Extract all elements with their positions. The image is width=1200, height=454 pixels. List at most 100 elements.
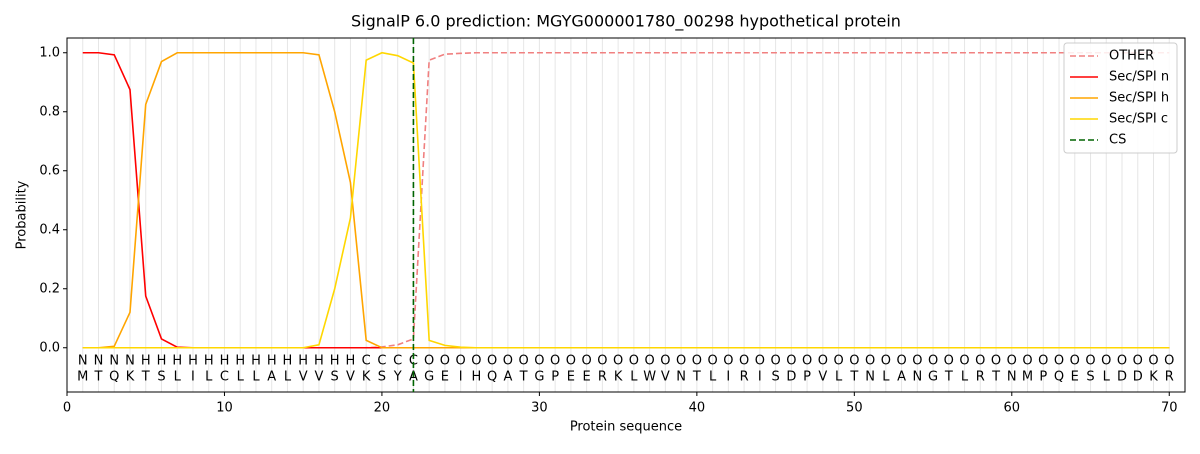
legend-label: CS [1109,133,1126,148]
legend-label: Sec/SPI h [1109,91,1169,106]
residue-label: V [314,370,323,385]
residue-label: Q [109,370,119,385]
residue-label: N [676,370,686,385]
residue-label: T [141,370,150,385]
region-label: O [534,354,544,369]
region-label: O [707,354,717,369]
residue-label: N [912,370,922,385]
y-tick-label: 0.8 [39,104,60,119]
region-label: O [550,354,560,369]
region-label: H [141,354,151,369]
region-label: O [1133,354,1143,369]
x-tick-label: 40 [689,401,706,416]
residue-label: Q [487,370,497,385]
residue-label: T [991,370,1000,385]
plot-frame [66,37,1186,393]
region-label: O [660,354,670,369]
residue-label: P [1039,370,1047,385]
residue-label: D [786,370,796,385]
region-label: H [204,354,214,369]
region-label: C [362,354,371,369]
legend-label: Sec/SPI c [1109,112,1168,127]
region-label: O [519,354,529,369]
series-line [82,51,1170,349]
residue-label: L [1103,370,1111,385]
region-label: H [235,354,245,369]
residue-label: I [191,370,195,385]
residue-label: R [740,370,749,385]
residue-label: S [331,370,339,385]
region-label: O [1038,354,1048,369]
residue-label: L [835,370,843,385]
residue-label: V [818,370,827,385]
x-tick-label: 30 [531,401,548,416]
residue-label: L [709,370,717,385]
residue-label: L [237,370,245,385]
residue-label: G [928,370,938,385]
residue-label: K [614,370,623,385]
region-label: O [645,354,655,369]
region-label: O [424,354,434,369]
y-tick-label: 0.0 [39,340,60,355]
region-label: O [471,354,481,369]
region-label: O [865,354,875,369]
residue-label: G [534,370,544,385]
region-label: O [597,354,607,369]
region-label: O [629,354,639,369]
residue-label: K [362,370,371,385]
region-label: H [283,354,293,369]
series-line [82,51,1170,349]
region-label: H [157,354,167,369]
region-label: O [818,354,828,369]
residue-label: R [598,370,607,385]
residue-label: E [583,370,591,385]
region-label: H [346,354,356,369]
region-label: O [1054,354,1064,369]
region-label: H [188,354,198,369]
residue-label: D [1117,370,1127,385]
residue-label: K [1149,370,1158,385]
residue-label: T [944,370,953,385]
residue-label: E [567,370,575,385]
region-label: O [786,354,796,369]
series-line [82,51,1170,349]
region-label: H [172,354,182,369]
region-label: H [220,354,230,369]
residue-label: Y [393,370,402,385]
residue-label: A [267,370,276,385]
region-label: H [314,354,324,369]
residue-label: R [976,370,985,385]
residue-label: W [643,370,656,385]
region-label: C [393,354,402,369]
region-label: N [94,354,104,369]
y-axis-label: Probability [15,180,30,249]
legend-label: OTHER [1109,49,1154,64]
residue-label: T [94,370,103,385]
residue-label: S [157,370,165,385]
residue-label: D [1133,370,1143,385]
x-tick-label: 10 [216,401,233,416]
region-label: H [251,354,261,369]
region-label: O [944,354,954,369]
residue-label: L [252,370,260,385]
region-label: O [770,354,780,369]
region-label: O [676,354,686,369]
region-label: O [896,354,906,369]
region-label: N [125,354,135,369]
region-label: O [975,354,985,369]
residue-label: L [284,370,292,385]
region-label: O [1101,354,1111,369]
residue-label: A [503,370,512,385]
residue-label: S [771,370,779,385]
region-label: O [1070,354,1080,369]
series-line [82,51,1170,349]
residue-label: R [1165,370,1174,385]
region-label: O [582,354,592,369]
region-label: O [1148,354,1158,369]
region-label: O [503,354,513,369]
region-label: O [1164,354,1174,369]
residue-label: L [174,370,182,385]
residue-label: S [1086,370,1094,385]
region-label: H [330,354,340,369]
